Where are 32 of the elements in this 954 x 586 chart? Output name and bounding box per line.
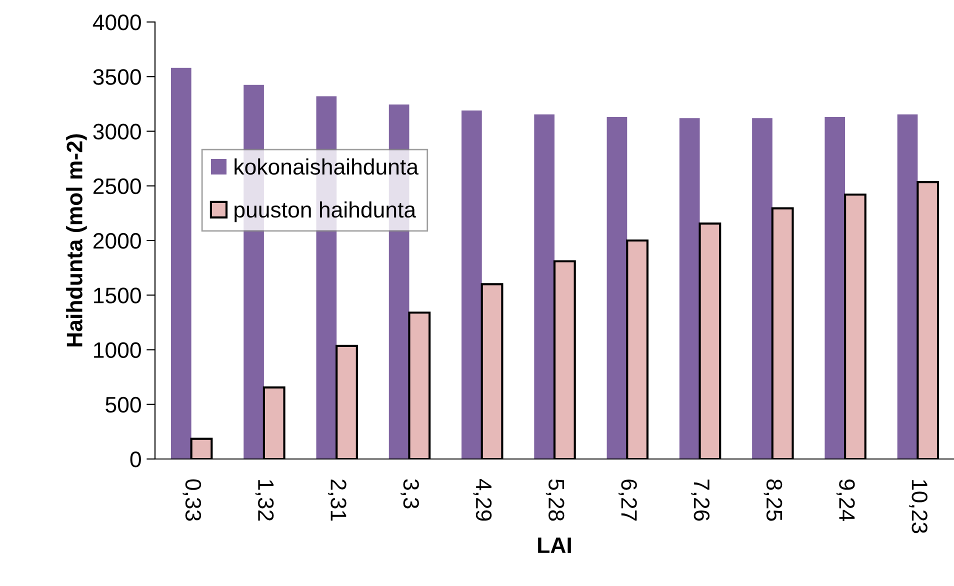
y-tick-label: 4000: [92, 14, 141, 30]
x-tick-label: 10,23: [909, 480, 928, 534]
bar: [897, 114, 918, 459]
bar: [462, 110, 482, 459]
y-tick-label: 2500: [93, 178, 141, 194]
x-tick-label: 2,31: [328, 480, 346, 521]
y-tick-label: 3000: [93, 124, 141, 140]
bar: [824, 117, 846, 459]
bar: [534, 114, 554, 459]
x-axis-title: LAI: [538, 538, 571, 553]
x-tick-label: 0,33: [182, 479, 202, 521]
y-tick-label: 0: [130, 452, 141, 468]
legend-label: puuston haihdunta: [234, 201, 416, 222]
y-tick-label: 1500: [94, 288, 141, 304]
x-tick-label: 8,25: [764, 479, 782, 521]
x-tick-label: 6,27: [618, 480, 637, 521]
bar: [679, 118, 700, 459]
x-tick-label: 5,28: [546, 479, 564, 521]
x-tick-label: 7,26: [691, 480, 710, 521]
x-tick-label: 9,24: [836, 479, 855, 522]
legend-label: kokonaishaihdunta: [234, 158, 419, 175]
bar: [606, 117, 628, 459]
x-tick-label: 1,32: [255, 480, 274, 521]
y-tick-label: 1000: [94, 342, 141, 358]
x-tick-label: 4,29: [473, 478, 492, 521]
y-axis-title: Haihdunta (mol m-2): [66, 134, 87, 346]
bar: [752, 118, 772, 459]
y-tick-label: 3500: [93, 69, 141, 85]
x-tick-label: 3,3: [400, 479, 419, 508]
bar: [170, 68, 192, 459]
y-tick-label: 2000: [93, 233, 141, 249]
y-tick-label: 500: [106, 396, 141, 413]
